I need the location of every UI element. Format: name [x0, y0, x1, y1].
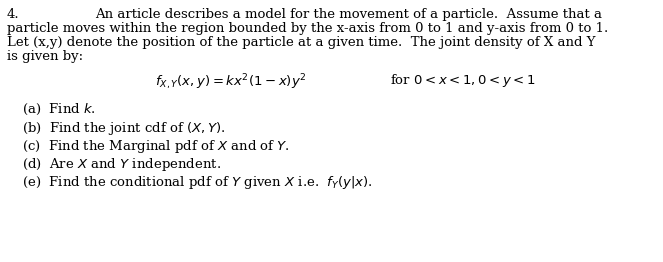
Text: Let (x,y) denote the position of the particle at a given time.  The joint densit: Let (x,y) denote the position of the par…	[7, 36, 595, 49]
Text: 4.: 4.	[7, 8, 20, 21]
Text: (a)  Find $k$.: (a) Find $k$.	[22, 102, 96, 117]
Text: An article describes a model for the movement of a particle.  Assume that a: An article describes a model for the mov…	[95, 8, 602, 21]
Text: $f_{X,Y}(x, y) = kx^2(1 - x)y^2$: $f_{X,Y}(x, y) = kx^2(1 - x)y^2$	[155, 72, 306, 92]
Text: (d)  Are $X$ and $Y$ independent.: (d) Are $X$ and $Y$ independent.	[22, 156, 221, 173]
Text: particle moves within the region bounded by the x-axis from 0 to 1 and y-axis fr: particle moves within the region bounded…	[7, 22, 608, 35]
Text: (e)  Find the conditional pdf of $Y$ given $X$ i.e.  $f_Y(y|x)$.: (e) Find the conditional pdf of $Y$ give…	[22, 174, 373, 191]
Text: for $0 < x < 1, 0 < y < 1$: for $0 < x < 1, 0 < y < 1$	[390, 72, 536, 89]
Text: is given by:: is given by:	[7, 50, 83, 63]
Text: (b)  Find the joint cdf of $(X, Y)$.: (b) Find the joint cdf of $(X, Y)$.	[22, 120, 225, 137]
Text: (c)  Find the Marginal pdf of $X$ and of $Y$.: (c) Find the Marginal pdf of $X$ and of …	[22, 138, 290, 155]
